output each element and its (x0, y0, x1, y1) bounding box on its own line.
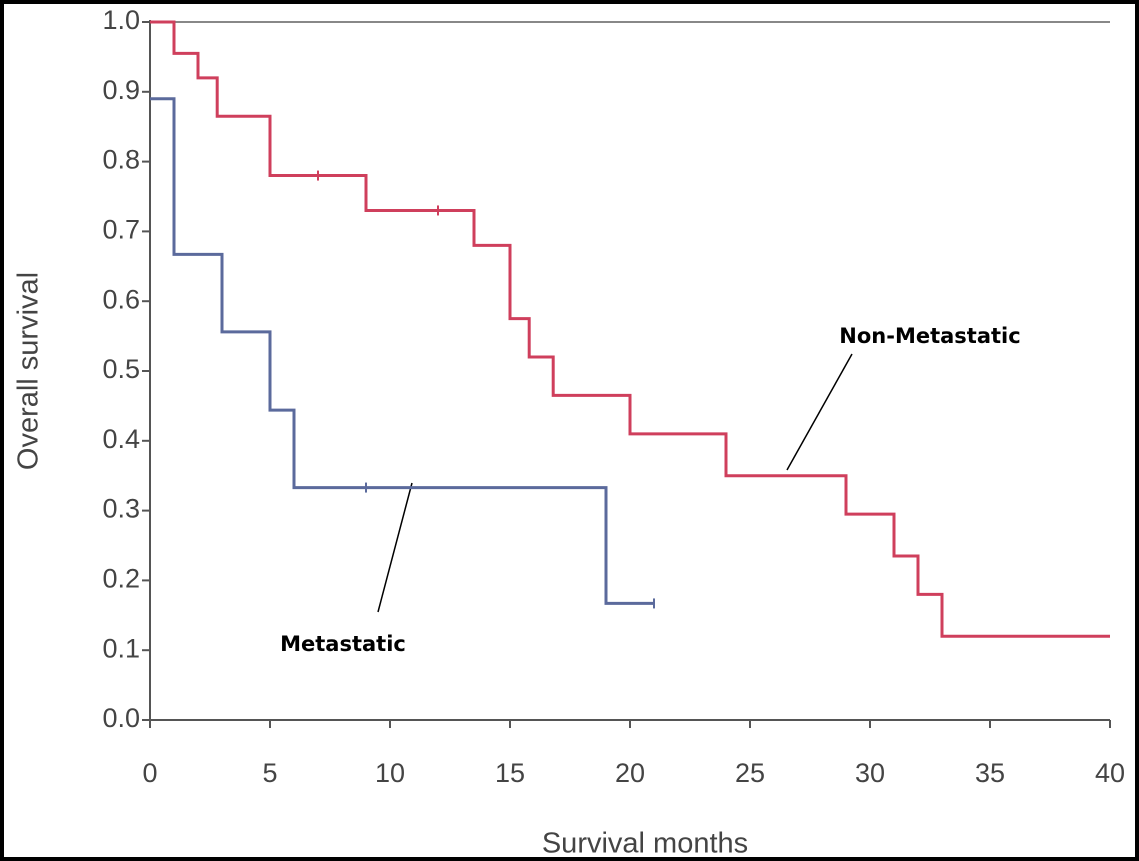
x-tick-label: 5 (262, 758, 277, 788)
x-tick-label: 30 (855, 758, 885, 788)
series-label: Metastatic (280, 632, 406, 656)
x-tick-label: 10 (375, 758, 405, 788)
y-tick-label: 0.3 (102, 494, 140, 524)
x-tick-label: 40 (1095, 758, 1125, 788)
survival-curve (150, 97, 654, 605)
annotation-box (268, 630, 418, 660)
x-tick-label: 25 (735, 758, 765, 788)
y-tick-label: 0.1 (102, 633, 140, 663)
y-axis-label: Overall survival (13, 272, 45, 470)
x-tick-label: 0 (142, 758, 157, 788)
y-tick-label: 0.8 (102, 145, 140, 175)
leader-line (786, 353, 853, 471)
x-tick-label: 15 (495, 758, 525, 788)
leader-line (377, 482, 413, 613)
y-tick-label: 0.4 (102, 424, 140, 454)
y-tick-label: 0.2 (102, 564, 140, 594)
series-label: Non-Metastatic (839, 324, 1020, 348)
y-tick-label: 0.6 (102, 284, 140, 314)
annotation-box (820, 322, 1040, 352)
y-tick-label: 0.7 (102, 215, 140, 245)
y-tick-label: 0.0 (102, 703, 140, 733)
y-tick-label: 0.9 (102, 75, 140, 105)
x-tick-label: 20 (615, 758, 645, 788)
x-axis-label: Survival months (542, 828, 748, 860)
survival-curve (150, 20, 1110, 638)
x-tick-label: 35 (975, 758, 1005, 788)
y-tick-label: 0.5 (102, 354, 140, 384)
y-tick-label: 1.0 (102, 5, 140, 35)
